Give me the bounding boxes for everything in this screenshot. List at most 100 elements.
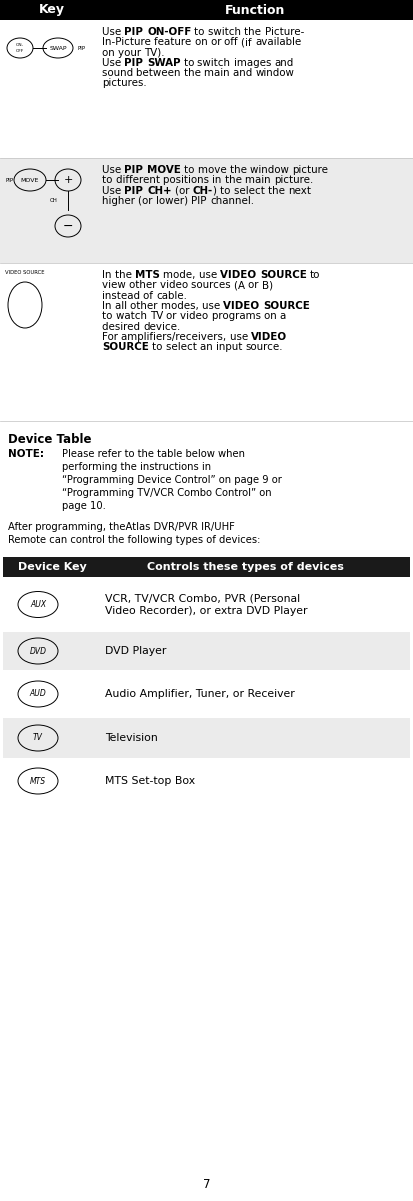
Text: switch: switch	[197, 58, 234, 68]
Text: VIDEO: VIDEO	[251, 331, 287, 342]
Text: and: and	[274, 58, 294, 68]
Text: off: off	[224, 37, 241, 47]
Text: sound: sound	[102, 68, 136, 78]
Text: lower): lower)	[156, 196, 191, 205]
Text: Use: Use	[102, 186, 124, 196]
Text: ON-: ON-	[16, 43, 24, 48]
Text: the: the	[268, 186, 288, 196]
Text: Picture-: Picture-	[265, 26, 304, 37]
Text: SWAP: SWAP	[49, 46, 67, 50]
Text: different: different	[116, 175, 163, 185]
FancyBboxPatch shape	[3, 576, 410, 632]
Text: to: to	[102, 175, 116, 185]
Text: to: to	[184, 58, 197, 68]
Text: Use: Use	[102, 26, 124, 37]
Text: picture.: picture.	[274, 175, 313, 185]
Text: AUD: AUD	[30, 689, 46, 699]
Text: source.: source.	[245, 342, 283, 352]
Text: higher: higher	[102, 196, 138, 205]
Text: all: all	[115, 301, 130, 311]
Text: NOTE:: NOTE:	[8, 449, 44, 459]
Text: cable.: cable.	[157, 291, 187, 300]
Text: Use: Use	[102, 58, 124, 68]
Text: 7: 7	[203, 1178, 210, 1191]
Text: feature: feature	[154, 37, 195, 47]
Text: SOURCE: SOURCE	[102, 342, 149, 352]
Text: AUX: AUX	[30, 600, 46, 609]
Text: SOURCE: SOURCE	[260, 270, 307, 280]
Text: the: the	[184, 68, 204, 78]
Text: SOURCE: SOURCE	[263, 301, 310, 311]
Text: TV: TV	[150, 311, 166, 321]
Text: VCR, TV/VCR Combo, PVR (Personal
Video Recorder), or extra DVD Player: VCR, TV/VCR Combo, PVR (Personal Video R…	[105, 593, 308, 616]
Text: VIDEO: VIDEO	[220, 270, 260, 280]
Text: on: on	[102, 48, 118, 58]
Text: use: use	[202, 301, 223, 311]
Text: (A: (A	[234, 280, 248, 291]
Text: B): B)	[262, 280, 273, 291]
Text: on: on	[195, 37, 211, 47]
Text: VIDEO: VIDEO	[223, 301, 263, 311]
Text: CH+: CH+	[147, 186, 172, 196]
FancyBboxPatch shape	[3, 632, 410, 670]
Text: or: or	[211, 37, 224, 47]
Text: (or: (or	[175, 186, 192, 196]
Text: device.: device.	[143, 322, 180, 331]
Text: to: to	[102, 175, 116, 185]
Text: the: the	[230, 165, 250, 175]
Text: feature: feature	[154, 37, 195, 47]
Text: the: the	[244, 26, 265, 37]
Text: an: an	[200, 342, 216, 352]
Text: VIDEO: VIDEO	[251, 331, 287, 342]
Text: modes,: modes,	[161, 301, 202, 311]
Text: or: or	[211, 37, 224, 47]
Text: all: all	[115, 301, 130, 311]
Text: Audio Amplifier, Tuner, or Receiver: Audio Amplifier, Tuner, or Receiver	[105, 689, 295, 699]
Text: to: to	[184, 165, 198, 175]
Text: device.: device.	[143, 322, 180, 331]
Text: MOVE: MOVE	[147, 165, 181, 175]
Text: Picture-: Picture-	[265, 26, 304, 37]
Text: MTS: MTS	[135, 270, 160, 280]
Text: MOVE: MOVE	[21, 178, 39, 183]
Text: between: between	[136, 68, 184, 78]
Text: Use: Use	[102, 165, 124, 175]
Text: a: a	[280, 311, 286, 321]
Text: to: to	[102, 311, 116, 321]
Text: SOURCE: SOURCE	[263, 301, 310, 311]
Text: desired: desired	[102, 322, 143, 331]
Text: main: main	[245, 175, 274, 185]
Text: ): )	[213, 186, 220, 196]
Text: Use: Use	[102, 165, 124, 175]
Text: Device Table: Device Table	[8, 434, 92, 446]
Text: to: to	[184, 58, 197, 68]
Text: picture: picture	[292, 165, 328, 175]
Text: view: view	[102, 280, 129, 291]
Text: instead: instead	[102, 291, 143, 300]
Text: available: available	[255, 37, 301, 47]
Text: pictures.: pictures.	[102, 78, 147, 89]
Text: PIP: PIP	[124, 26, 147, 37]
Text: watch: watch	[116, 311, 150, 321]
Text: ): )	[213, 186, 220, 196]
FancyBboxPatch shape	[0, 0, 413, 20]
Text: to: to	[220, 186, 234, 196]
Text: Use: Use	[102, 58, 124, 68]
Text: CH: CH	[50, 198, 58, 203]
Text: on: on	[264, 311, 280, 321]
Text: pictures.: pictures.	[102, 78, 147, 89]
Text: an: an	[200, 342, 216, 352]
Text: between: between	[136, 68, 184, 78]
Text: available: available	[255, 37, 301, 47]
Text: For: For	[102, 331, 121, 342]
Text: other: other	[129, 280, 160, 291]
Text: and: and	[233, 68, 256, 78]
Text: to: to	[184, 165, 198, 175]
Text: programs: programs	[211, 311, 264, 321]
Text: MTS: MTS	[135, 270, 160, 280]
Text: After programming, theAtlas DVR/PVR IR/UHF
Remote can control the following type: After programming, theAtlas DVR/PVR IR/U…	[8, 522, 260, 545]
Text: (or: (or	[138, 196, 156, 205]
Text: your: your	[118, 48, 145, 58]
Text: the: the	[230, 165, 250, 175]
Text: SWAP: SWAP	[147, 58, 180, 68]
